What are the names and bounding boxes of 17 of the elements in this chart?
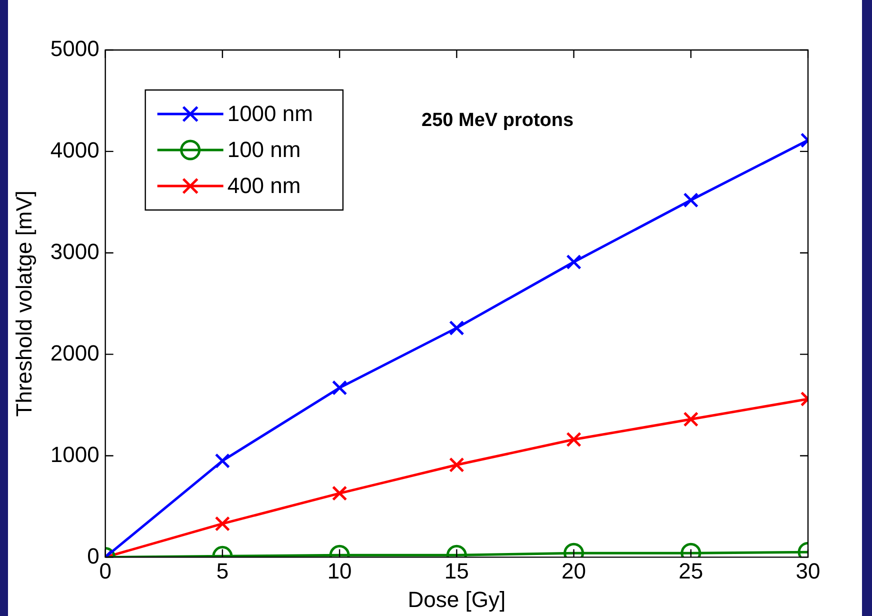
x-tick-label: 20 (562, 558, 586, 584)
x-tick-label: 30 (796, 558, 820, 584)
y-tick-label: 1000 (50, 442, 100, 467)
y-axis-title: Threshold volatge [mV] (11, 190, 36, 417)
x-tick-label: 25 (678, 558, 704, 584)
x-tick-label: 5 (216, 558, 229, 584)
x-tick-label: 15 (444, 558, 469, 584)
legend-label: 400 nm (227, 173, 301, 198)
x-axis-title: Dose [Gy] (408, 586, 506, 612)
annotation: 250 MeV protons (422, 110, 574, 132)
legend-label: 1000 nm (227, 101, 313, 126)
y-tick-label: 2000 (50, 340, 100, 366)
y-tick-label: 3000 (50, 238, 100, 264)
y-tick-label: 5000 (50, 36, 100, 62)
x-tick-label: 10 (327, 558, 352, 584)
y-tick-label: 4000 (50, 138, 100, 163)
legend-label: 100 nm (227, 137, 301, 162)
